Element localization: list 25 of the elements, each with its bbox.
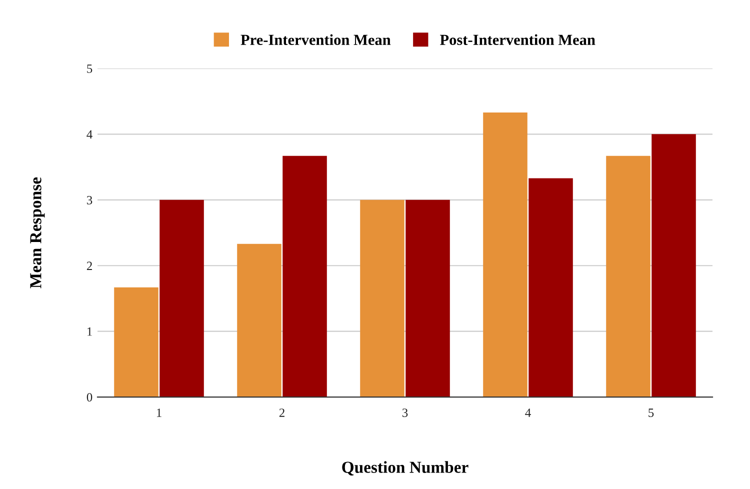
bar xyxy=(114,287,158,398)
y-tick-label: 5 xyxy=(87,64,92,73)
x-tick-label: 5 xyxy=(648,408,654,417)
y-tick-label: 0 xyxy=(86,393,92,402)
x-tick-label: 2 xyxy=(279,408,284,417)
x-tick-label: 1 xyxy=(156,408,162,417)
y-tick-label: 1 xyxy=(87,327,92,336)
bar xyxy=(606,156,650,398)
y-axis-title: Mean Response xyxy=(30,177,45,288)
x-tick-label: 3 xyxy=(402,408,408,417)
bar xyxy=(483,112,528,398)
bar xyxy=(406,200,450,398)
y-tick-label: 2 xyxy=(86,262,92,270)
bar xyxy=(528,178,573,398)
x-axis-title: Question Number xyxy=(342,461,468,476)
y-tick-label: 4 xyxy=(86,130,92,139)
y-tick-label: 3 xyxy=(86,196,92,204)
bar xyxy=(360,200,404,398)
bar xyxy=(652,134,696,398)
legend-label: Pre-Intervention Mean xyxy=(240,34,391,46)
legend-label: Post-Intervention Mean xyxy=(440,34,596,46)
bar xyxy=(282,156,327,398)
bar xyxy=(237,244,282,398)
x-tick-label: 4 xyxy=(525,408,531,417)
bar xyxy=(160,200,204,398)
